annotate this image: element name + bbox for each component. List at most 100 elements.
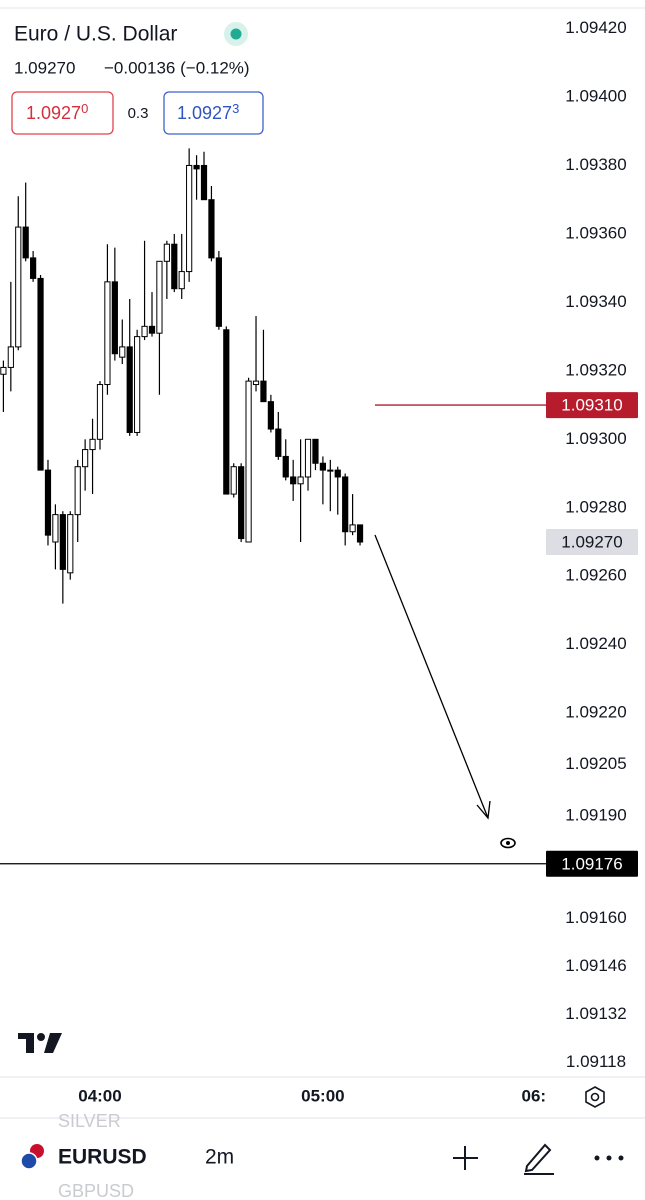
candle-body (290, 476, 297, 485)
candle-body (304, 438, 312, 478)
draw-button[interactable] (524, 1143, 554, 1175)
y-tick-label: 1.09190 (565, 805, 626, 824)
trend-arrow[interactable] (374, 534, 491, 820)
candle-body (260, 380, 267, 403)
arrow-shaft (374, 534, 489, 819)
candle-body (126, 346, 133, 433)
eye-outline (500, 837, 516, 849)
dot (618, 1155, 624, 1161)
candle-body (44, 469, 52, 536)
candle-body (319, 462, 326, 471)
buy-price: 1.09273 (177, 101, 239, 122)
buy-price-main: 1.0927 (177, 103, 232, 123)
settings-icon[interactable] (585, 1086, 605, 1108)
status-dot (230, 28, 242, 40)
sell-price-pip: 0 (81, 101, 88, 116)
flag-eu (20, 1152, 38, 1170)
candle-body (186, 164, 193, 273)
candle-body (342, 476, 349, 533)
tv-logo (18, 1033, 62, 1053)
candle-body (171, 243, 178, 290)
y-tick-label: 1.09380 (565, 155, 626, 174)
y-tick-label: 1.09132 (565, 1004, 626, 1023)
candle-body (30, 257, 37, 279)
y-tick-label: 1.09146 (565, 956, 626, 975)
candle-body (74, 466, 81, 516)
sell-price-main: 1.0927 (26, 103, 81, 123)
price-label: 1.09270 (561, 532, 622, 551)
pen (524, 1143, 552, 1173)
buy-button[interactable] (163, 91, 264, 135)
candle-body (7, 346, 14, 368)
sell-price: 1.09270 (26, 101, 88, 122)
next-symbol[interactable]: GBPUSD (58, 1181, 134, 1200)
price-label-box (546, 850, 638, 877)
candle-body (297, 476, 304, 485)
buy-price-pip: 3 (232, 101, 239, 116)
candle-body (208, 199, 215, 259)
dot (594, 1155, 600, 1161)
candle-body (327, 469, 334, 472)
candle-body (252, 380, 260, 386)
candle-body (111, 281, 118, 355)
candle-body (37, 277, 44, 471)
candle-body (67, 514, 74, 574)
candle-body (59, 514, 66, 570)
arrow-head (476, 800, 491, 820)
eye-pupil (506, 841, 510, 845)
candle-body (349, 524, 356, 533)
candle-body (22, 226, 29, 259)
last-price: 1.09270 (14, 58, 75, 77)
price-label-box (546, 529, 638, 555)
y-tick-label: 1.09280 (565, 497, 626, 516)
logo-stem (26, 1033, 34, 1053)
y-tick-label: 1.09220 (565, 703, 626, 722)
symbol-flag (20, 1144, 44, 1170)
price-label-box (546, 392, 638, 419)
candle-body (89, 438, 96, 451)
candle-body (104, 281, 111, 386)
prev-symbol[interactable]: SILVER (58, 1111, 121, 1131)
symbol[interactable]: EURUSD (58, 1146, 147, 1169)
hex-center (590, 1092, 600, 1102)
candle-body (356, 524, 364, 543)
logo-v (44, 1033, 62, 1053)
candle-body (52, 514, 59, 543)
logo-dot (37, 1033, 45, 1041)
price-change: −0.00136 (−0.12%) (104, 58, 250, 77)
add-button[interactable] (453, 1146, 478, 1170)
candle-body (15, 226, 22, 348)
candle-body (200, 164, 208, 201)
candle-body (267, 401, 274, 430)
candle-body (163, 243, 170, 262)
x-tick-label: 05:00 (301, 1086, 344, 1105)
candle-body (82, 449, 89, 468)
x-tick-label: 04:00 (78, 1086, 121, 1105)
candle-body (223, 329, 230, 495)
candle-body (119, 346, 126, 358)
candle-body (148, 325, 156, 334)
y-tick-label: 1.09360 (565, 223, 626, 242)
symbol-title: Euro / U.S. Dollar (14, 23, 177, 46)
y-tick-label: 1.09205 (565, 754, 626, 773)
more-button[interactable] (594, 1155, 624, 1161)
eye-icon[interactable] (500, 837, 516, 849)
sell-button[interactable] (11, 91, 114, 135)
interval[interactable]: 2m (205, 1146, 234, 1169)
price-label: 1.09310 (561, 396, 622, 415)
y-tick-label: 1.09240 (565, 634, 626, 653)
y-tick-label: 1.09300 (565, 429, 626, 448)
candle-body (312, 438, 319, 464)
candle-body (156, 260, 163, 334)
y-tick-label: 1.09340 (565, 292, 626, 311)
candle-body (334, 469, 341, 478)
price-label: 1.09176 (561, 854, 622, 873)
candle-body (275, 428, 282, 457)
candle-body (245, 380, 252, 543)
candle-body (178, 271, 185, 290)
hex (585, 1086, 605, 1108)
y-tick-label: 1.09320 (565, 360, 626, 379)
y-tick-label: 1.09160 (565, 908, 626, 927)
